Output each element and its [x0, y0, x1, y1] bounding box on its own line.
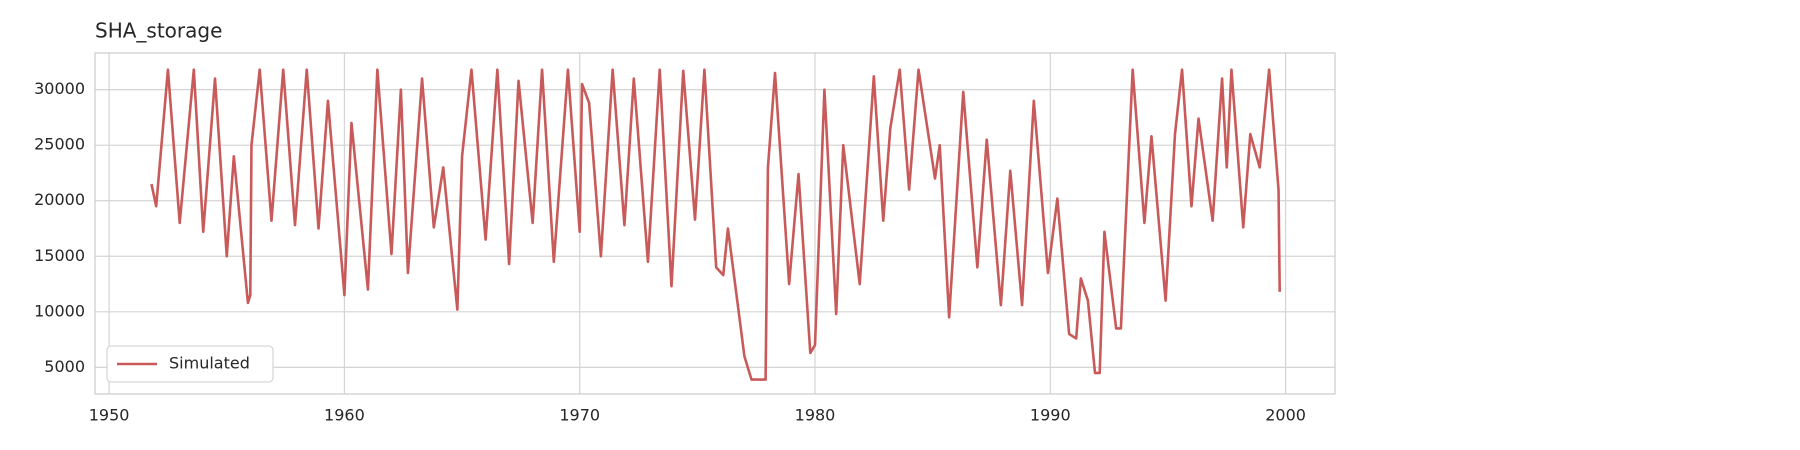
- x-tick-label: 1960: [324, 406, 365, 425]
- x-tick-label: 2000: [1265, 406, 1306, 425]
- y-tick-label: 15000: [34, 246, 85, 265]
- x-tick-label: 1990: [1030, 406, 1071, 425]
- plot-frame: [94, 52, 1336, 395]
- y-tick-label: 30000: [34, 79, 85, 98]
- y-tick-label: 5000: [44, 357, 85, 376]
- chart-title: SHA_storage: [95, 19, 222, 43]
- data-line: [150, 68, 1282, 381]
- y-tick-label: 10000: [34, 301, 85, 320]
- y-tick-label: 20000: [34, 190, 85, 209]
- x-tick-label: 1980: [795, 406, 836, 425]
- x-tick-label: 1950: [89, 406, 130, 425]
- y-tick-label: 25000: [34, 135, 85, 154]
- legend-label: Simulated: [169, 354, 250, 373]
- legend-box: [106, 345, 274, 383]
- x-tick-label: 1970: [559, 406, 600, 425]
